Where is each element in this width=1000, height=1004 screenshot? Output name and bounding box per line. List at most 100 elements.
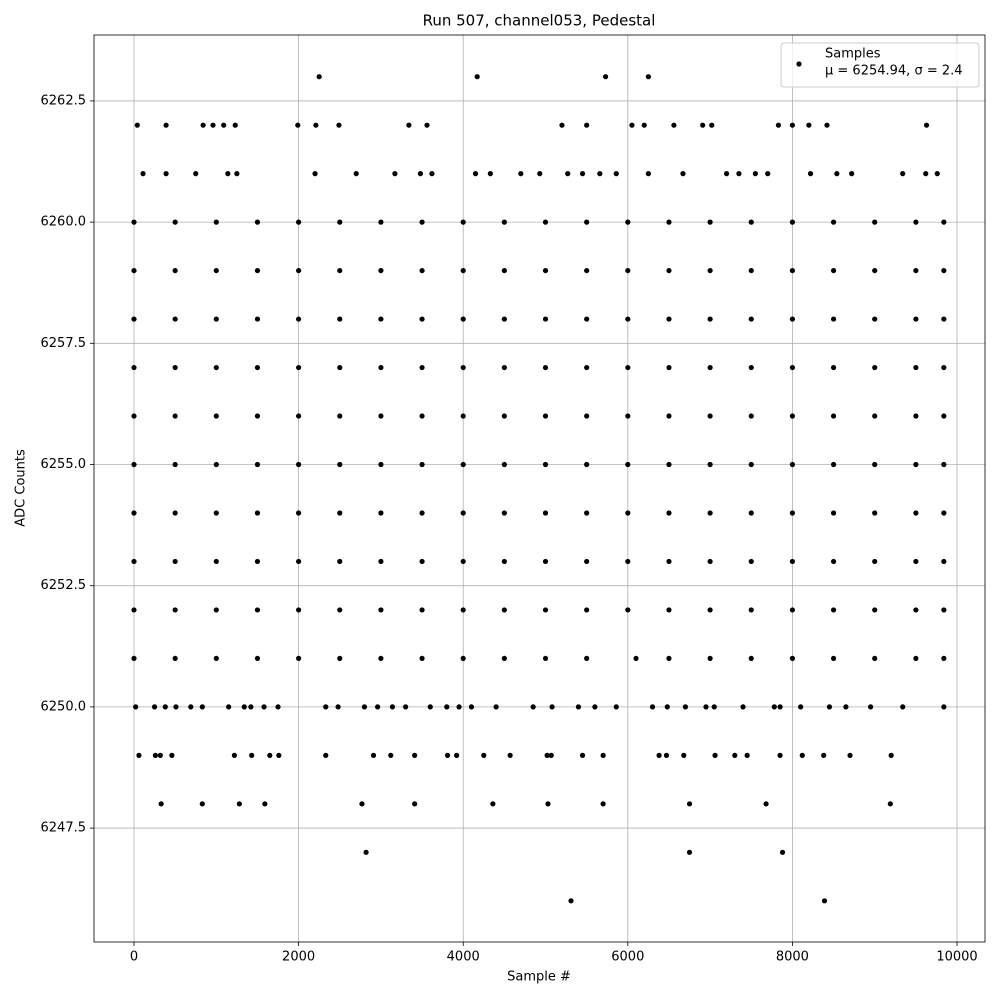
point bbox=[584, 219, 590, 225]
point bbox=[600, 752, 606, 758]
point bbox=[460, 413, 466, 419]
point bbox=[775, 122, 782, 128]
point bbox=[941, 510, 947, 516]
point bbox=[378, 461, 384, 468]
point bbox=[597, 171, 603, 177]
point bbox=[172, 316, 178, 322]
point bbox=[748, 267, 754, 274]
point bbox=[172, 364, 178, 371]
point bbox=[231, 752, 238, 758]
point bbox=[501, 655, 507, 662]
point bbox=[777, 752, 783, 758]
point bbox=[941, 267, 947, 274]
point bbox=[188, 704, 194, 710]
point bbox=[830, 267, 837, 274]
point bbox=[213, 219, 219, 225]
point bbox=[625, 267, 631, 274]
point bbox=[254, 461, 261, 468]
point bbox=[941, 219, 947, 225]
point bbox=[666, 267, 672, 274]
point bbox=[649, 704, 656, 710]
legend-marker bbox=[796, 61, 802, 67]
point bbox=[789, 607, 796, 613]
point bbox=[213, 316, 219, 322]
point bbox=[830, 655, 837, 662]
point bbox=[419, 267, 425, 274]
point bbox=[542, 461, 549, 468]
point bbox=[686, 801, 693, 807]
point bbox=[913, 316, 919, 322]
point bbox=[375, 704, 381, 710]
point bbox=[173, 704, 179, 710]
point bbox=[548, 752, 554, 758]
point bbox=[592, 704, 598, 710]
point bbox=[941, 607, 947, 613]
point bbox=[140, 171, 146, 177]
point bbox=[789, 364, 796, 371]
point bbox=[913, 607, 919, 613]
point bbox=[157, 752, 163, 758]
point bbox=[666, 364, 672, 371]
point bbox=[172, 655, 178, 662]
point bbox=[763, 801, 769, 807]
point bbox=[236, 801, 242, 807]
point bbox=[872, 364, 878, 371]
point bbox=[254, 510, 261, 516]
point bbox=[151, 704, 158, 710]
point bbox=[254, 607, 261, 613]
point bbox=[296, 316, 302, 322]
point bbox=[707, 655, 713, 662]
point bbox=[337, 607, 343, 613]
point bbox=[712, 752, 718, 758]
point bbox=[241, 704, 247, 710]
point bbox=[645, 171, 651, 177]
point bbox=[419, 413, 425, 419]
point bbox=[388, 752, 394, 758]
point bbox=[707, 558, 713, 565]
point bbox=[172, 558, 178, 565]
point bbox=[542, 364, 549, 371]
point bbox=[625, 607, 631, 613]
point bbox=[707, 316, 713, 322]
point bbox=[275, 704, 281, 710]
point bbox=[771, 704, 777, 710]
point bbox=[821, 752, 827, 758]
point bbox=[261, 704, 267, 710]
point bbox=[221, 122, 227, 128]
point bbox=[427, 704, 433, 710]
x-tick-label: 0 bbox=[130, 950, 138, 965]
point bbox=[296, 364, 302, 371]
point bbox=[913, 267, 919, 274]
point bbox=[419, 655, 425, 662]
point bbox=[276, 752, 282, 758]
point bbox=[254, 558, 261, 565]
point bbox=[913, 219, 919, 225]
point bbox=[172, 461, 178, 468]
point bbox=[671, 122, 677, 128]
point bbox=[941, 558, 947, 565]
point bbox=[666, 558, 672, 565]
point bbox=[537, 171, 543, 177]
point bbox=[213, 558, 219, 565]
point bbox=[296, 461, 302, 468]
point bbox=[732, 752, 738, 758]
point bbox=[460, 267, 466, 274]
point bbox=[419, 558, 425, 565]
point bbox=[262, 801, 268, 807]
point bbox=[501, 316, 507, 322]
point bbox=[419, 364, 425, 371]
point bbox=[460, 364, 466, 371]
point bbox=[337, 510, 343, 516]
point bbox=[152, 752, 158, 758]
point bbox=[419, 510, 425, 516]
point bbox=[172, 510, 178, 516]
point bbox=[748, 607, 754, 613]
point bbox=[700, 122, 706, 128]
point bbox=[296, 267, 302, 274]
point bbox=[337, 655, 343, 662]
point bbox=[748, 219, 754, 225]
point bbox=[584, 607, 590, 613]
x-tick-label: 8000 bbox=[776, 950, 809, 965]
